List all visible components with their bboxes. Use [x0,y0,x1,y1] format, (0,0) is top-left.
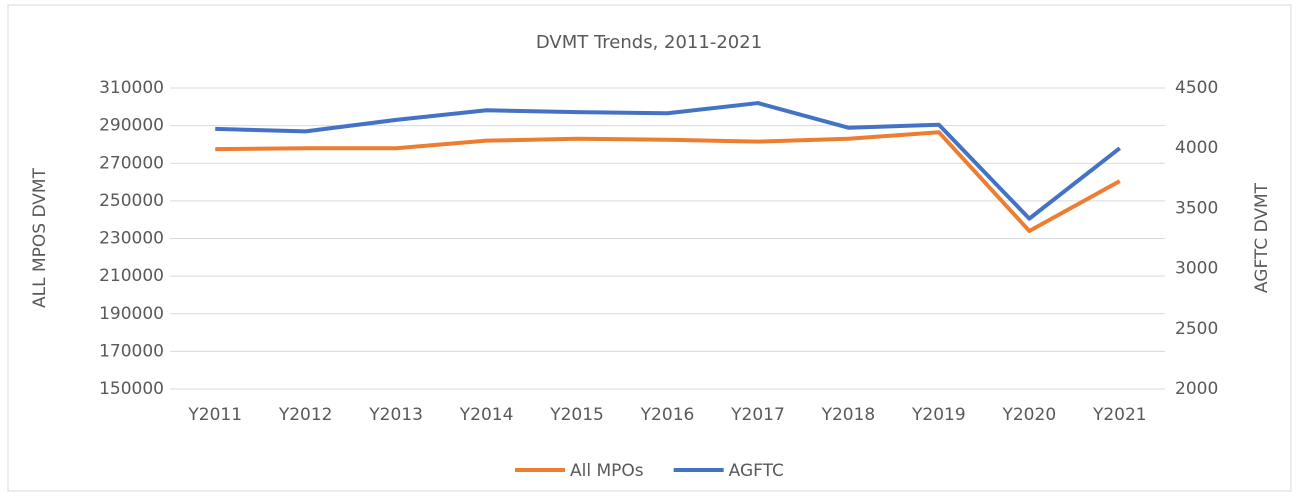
x-tick-label: Y2016 [640,405,695,425]
y-tick-label: 310000 [99,78,164,98]
chart-border [7,4,1292,492]
x-tick-label: Y2018 [821,405,876,425]
y-tick-label: 170000 [99,341,164,361]
y-tick-label: 270000 [99,153,164,173]
series-line [215,101,1121,221]
legend-label: All MPOs [570,461,644,481]
y-tick-label: 250000 [99,191,164,211]
x-tick-label: Y2013 [368,405,423,425]
y-tick-label: 150000 [99,379,164,399]
y2-tick-label: 4500 [1175,78,1218,98]
y2-tick-label: 2500 [1175,319,1218,339]
series-line [215,130,1121,233]
y-tick-label: 190000 [99,304,164,324]
x-tick-label: Y2020 [1001,405,1056,425]
x-tick-label: Y2019 [911,405,966,425]
x-tick-label: Y2021 [1092,405,1147,425]
y2-tick-label: 3500 [1175,198,1218,218]
chart-title: DVMT Trends, 2011-2021 [536,32,762,53]
x-tick-label: Y2015 [549,405,604,425]
legend-label: AGFTC [729,461,784,481]
x-tick-label: Y2014 [459,405,514,425]
x-tick-label: Y2011 [187,405,242,425]
y-tick-label: 210000 [99,266,164,286]
y2-axis-title: AGFTC DVMT [1252,182,1272,293]
y-axis-title: ALL MPOS DVMT [30,167,50,308]
y-tick-label: 290000 [99,116,164,136]
y2-tick-label: 4000 [1175,138,1218,158]
x-tick-label: Y2017 [730,405,785,425]
y2-tick-label: 2000 [1175,379,1218,399]
y-tick-label: 230000 [99,229,164,249]
y2-tick-label: 3000 [1175,259,1218,279]
x-tick-label: Y2012 [278,405,333,425]
